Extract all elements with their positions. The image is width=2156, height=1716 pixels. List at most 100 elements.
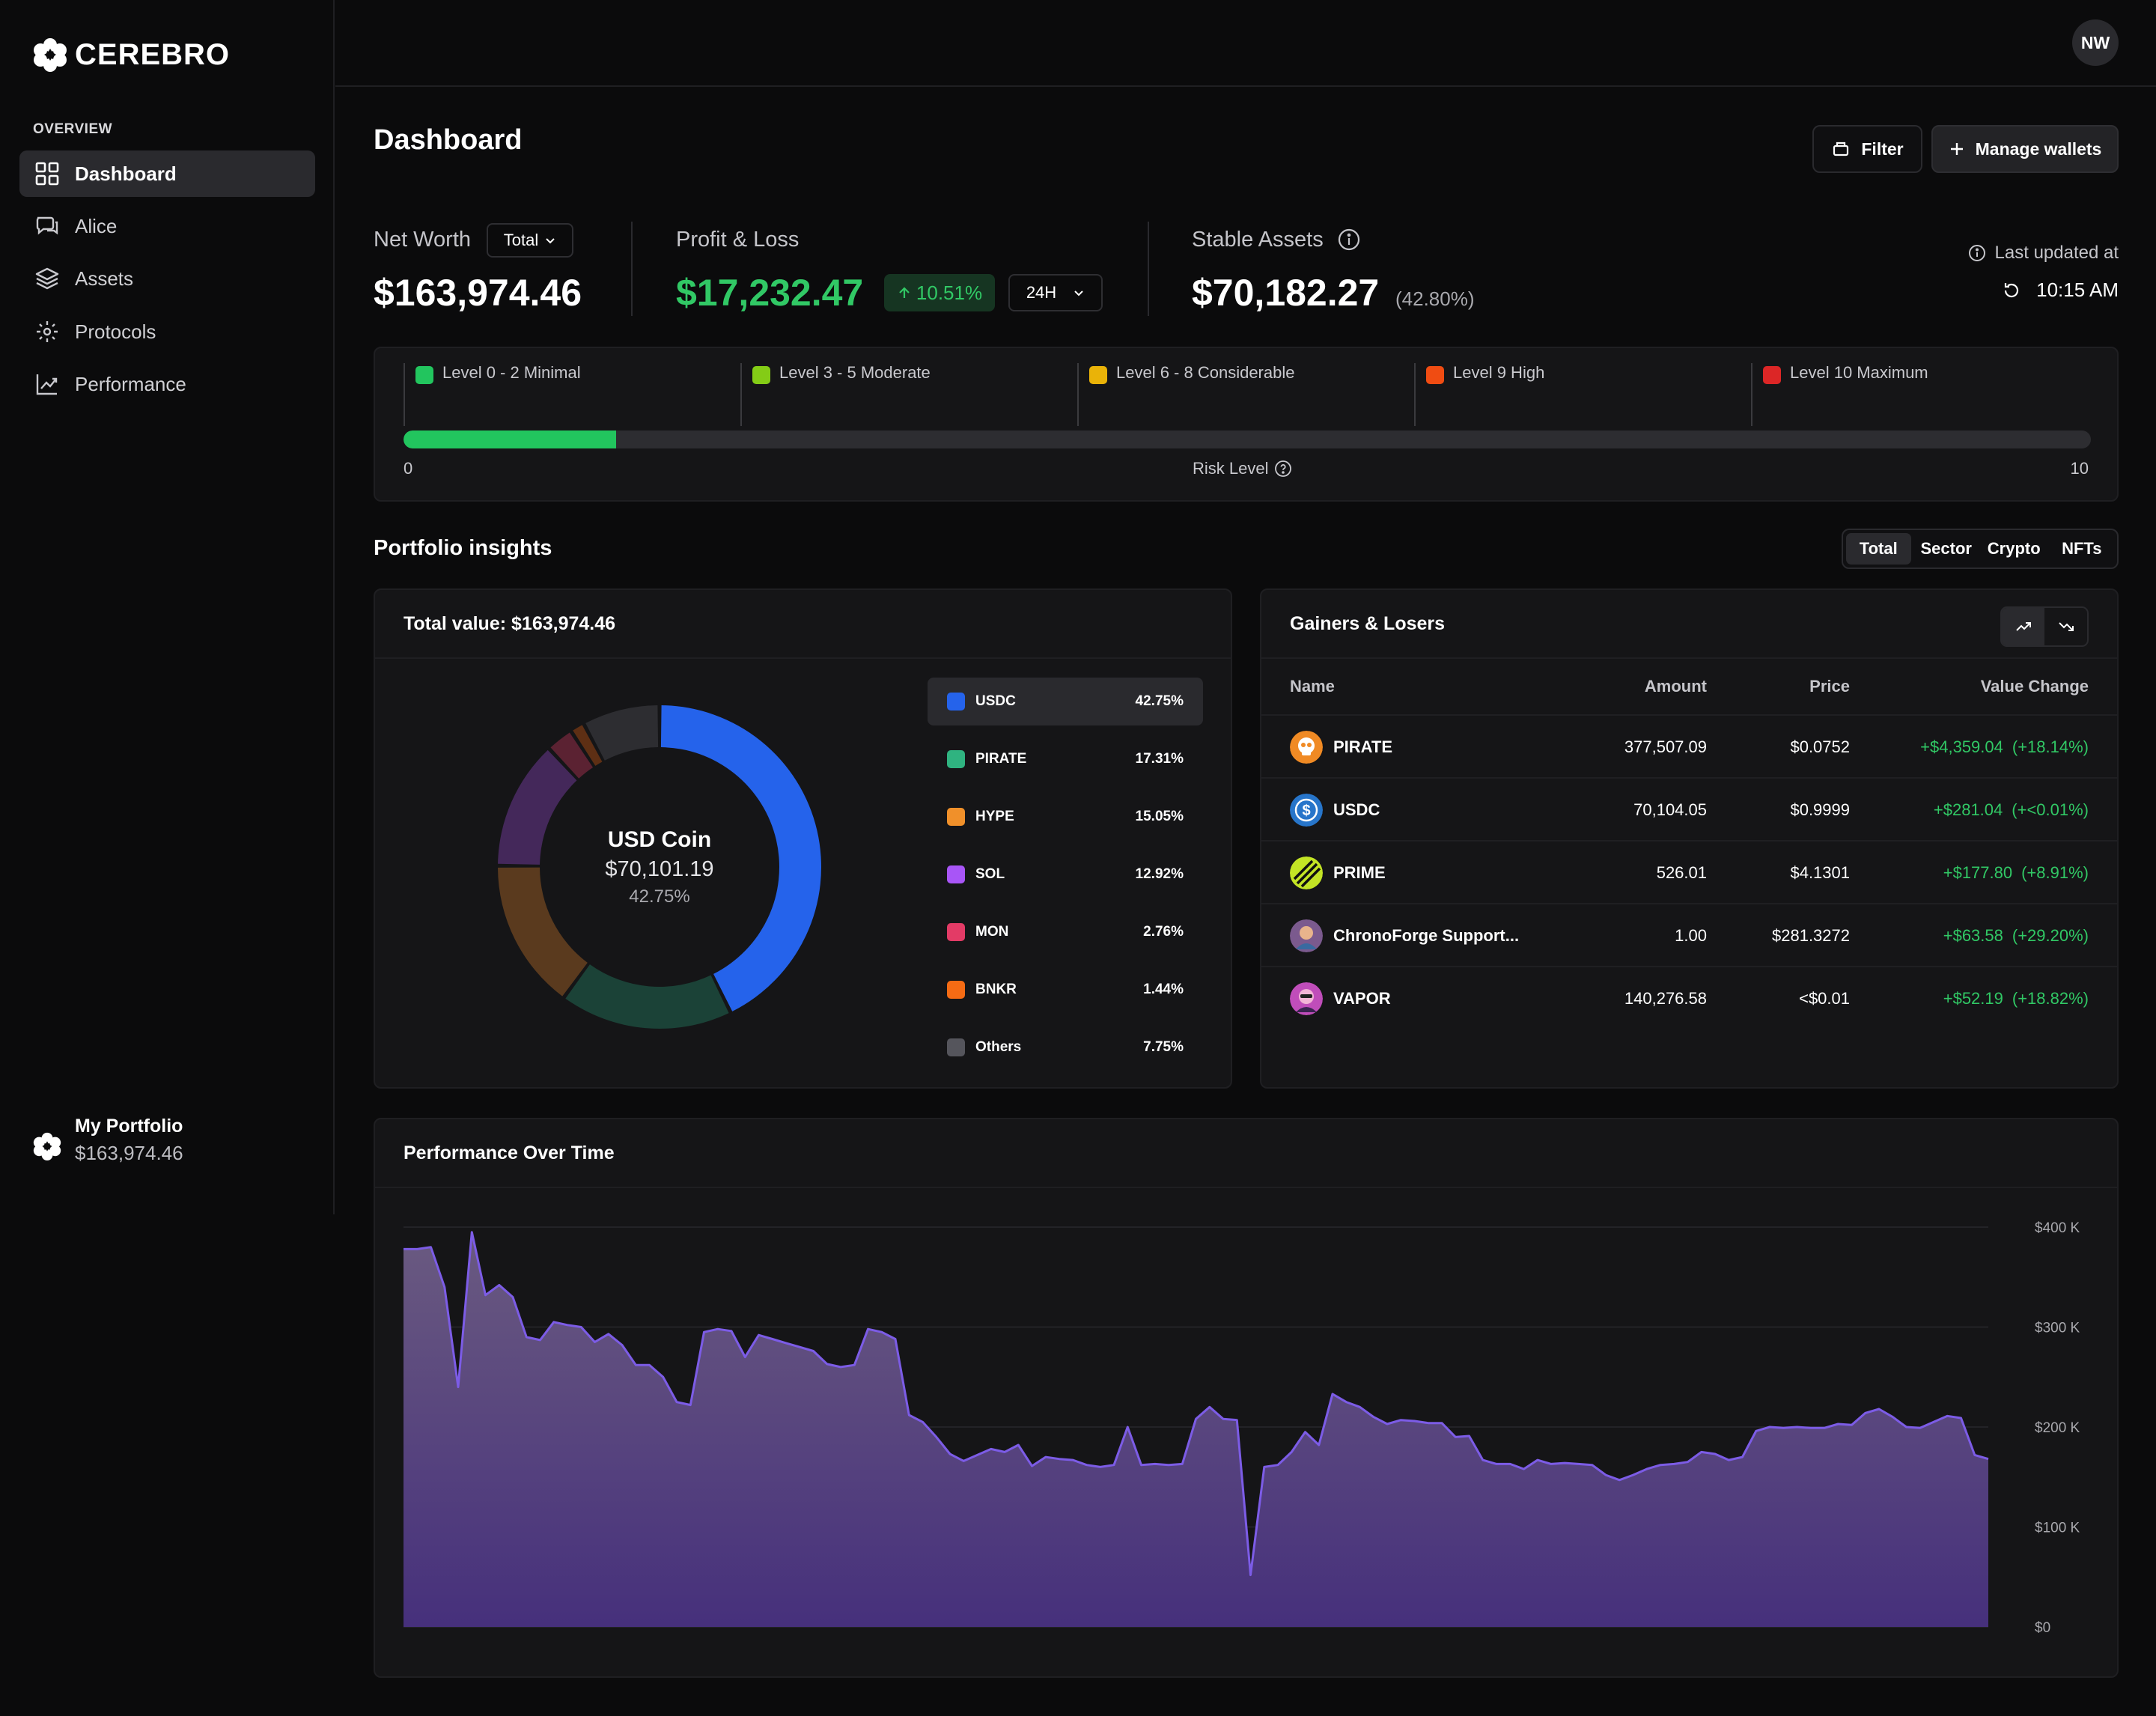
sidebar-item-performance[interactable]: Performance [19,361,315,407]
token-price: $281.3272 [1772,926,1850,945]
risk-min-label: 0 [404,459,413,478]
sidebar-item-dashboard[interactable]: Dashboard [19,150,315,197]
help-icon[interactable] [1274,460,1292,478]
stable-assets-value: $70,182.27 [1192,272,1380,314]
prime-icon [1290,857,1323,889]
legend-swatch [947,750,965,768]
net-worth-label: Net Worth [374,228,472,252]
stable-assets-share: (42.80%) [1395,287,1475,310]
donut-slice-usdc[interactable] [660,705,821,1011]
token-name: PRIME [1333,863,1386,882]
donut-slice-hype[interactable] [498,867,588,997]
performance-line[interactable] [404,1231,1989,1577]
token-value-change: +$52.19 (+18.82%) [1943,967,2089,1030]
legend-item-hype[interactable]: HYPE 15.05% [928,793,1203,841]
last-updated-time-row: 10:15 AM [2002,279,2119,302]
risk-swatch [1089,366,1107,384]
net-worth-select-value: Total [503,231,539,249]
plus-icon [1950,143,1963,155]
chevron-down-icon [546,238,555,244]
value-change-amount: +$63.58 [1943,926,2003,945]
tab-total[interactable]: Total [1846,533,1911,565]
column-amount[interactable]: Amount [1644,677,1707,696]
losers-toggle[interactable] [2044,608,2087,645]
token-value-change: +$63.58 (+29.20%) [1943,904,2089,967]
table-row[interactable]: PIRATE 377,507.09 $0.0752 +$4,359.04 (+18.14… [1261,714,2117,777]
table-row[interactable]: VAPOR 140,276.58 <$0.01 +$52.19 (+18.82%) [1261,966,2117,1029]
gainers-toggle[interactable] [2002,608,2044,645]
avatar[interactable]: NW [2072,19,2119,66]
chat-icon [36,216,58,235]
risk-level-bar [404,430,2091,448]
filter-icon [1833,142,1849,156]
token-name: USDC [1333,800,1380,819]
filter-label: Filter [1861,139,1904,159]
y-tick-label: $100 K [2035,1521,2080,1536]
legend-swatch [947,865,965,883]
info-icon[interactable] [1337,228,1361,252]
legend-item-bnkr[interactable]: BNKR 1.44% [928,966,1203,1014]
donut-chart[interactable] [495,702,824,1032]
sidebar-item-label: Performance [75,372,186,395]
donut-slice-mon[interactable] [550,732,594,779]
legend-swatch [947,693,965,711]
vapor-icon [1290,982,1323,1015]
value-change-pct: (+29.20%) [2012,926,2089,945]
donut-center-name: USD Coin [607,827,712,852]
donut-slice-pirate[interactable] [565,964,729,1029]
token-name-cell: PRIME [1290,842,1386,904]
legend-item-sol[interactable]: SOL 12.92% [928,851,1203,898]
pnl-period-select[interactable]: 24H [1008,274,1103,311]
svg-text:$: $ [1302,803,1310,819]
risk-axis-text: Risk Level [1193,459,1269,478]
sidebar-item-protocols[interactable]: Protocols [19,308,315,355]
stable-assets-label: Stable Assets [1192,228,1324,252]
layers-icon [35,267,59,290]
donut-slice-sol[interactable] [498,749,577,865]
legend-pct: 12.92% [1135,866,1184,882]
tab-sector[interactable]: Sector [1920,539,1972,558]
legend-item-others[interactable]: Others 7.75% [928,1023,1203,1071]
token-value-change: +$4,359.04 (+18.14%) [1920,716,2089,779]
usdc-icon: $ [1290,794,1323,827]
sidebar-item-alice[interactable]: Alice [19,203,315,249]
refresh-icon[interactable] [2002,281,2021,300]
legend-item-mon[interactable]: MON 2.76% [928,908,1203,956]
cerebro-logo-icon [33,1132,61,1160]
column-name[interactable]: Name [1290,677,1335,696]
sidebar-item-assets[interactable]: Assets [19,255,315,302]
manage-wallets-button[interactable]: Manage wallets [1931,125,2119,173]
risk-level-label: Level 0 - 2 Minimal [442,363,581,382]
legend-swatch [947,923,965,941]
table-row[interactable]: PRIME 526.01 $4.1301 +$177.80 (+8.91%) [1261,840,2117,903]
brand-logo[interactable]: CEREBRO [33,37,230,72]
tab-crypto[interactable]: Crypto [1987,539,2041,558]
legend-item-pirate[interactable]: PIRATE 17.31% [928,735,1203,783]
risk-level-maximum: Level 10 Maximum [1751,363,1928,426]
donut-slice-bnkr[interactable] [573,725,603,766]
table-row[interactable]: ChronoForge Support... 1.00 $281.3272 +$63.… [1261,903,2117,966]
legend-pct: 2.76% [1143,924,1184,940]
sidebar-item-label: Protocols [75,320,156,343]
value-change-amount: +$177.80 [1943,863,2013,882]
tab-nfts[interactable]: NFTs [2062,539,2102,558]
legend-label: PIRATE [975,751,1027,767]
my-portfolio[interactable]: My Portfolio $163,974.46 [33,1116,183,1165]
donut-slice-others[interactable] [585,705,659,761]
token-name-cell: ChronoForge Support... [1290,904,1519,967]
token-price: $0.9999 [1790,800,1850,819]
performance-chart[interactable]: $0 $100 K $200 K $300 K $400 K [375,1188,2120,1678]
legend-label: MON [975,924,1009,940]
allocation-donut[interactable]: USD Coin $70,101.19 42.75% [495,702,824,1032]
column-price[interactable]: Price [1809,677,1850,696]
table-row[interactable]: $ USDC 70,104.05 $0.9999 +$281.04 (+<0.01%) [1261,777,2117,840]
legend-item-usdc[interactable]: USDC 42.75% [928,678,1203,725]
y-tick-label: $0 [2035,1620,2050,1636]
allocation-title: Total value: $163,974.46 [375,590,1231,659]
column-value-change[interactable]: Value Change [1980,677,2089,696]
brand-name: CEREBRO [75,37,231,71]
net-worth-select[interactable]: Total [487,223,573,258]
filter-button[interactable]: Filter [1812,125,1922,173]
risk-swatch [415,366,433,384]
risk-swatch [752,366,770,384]
